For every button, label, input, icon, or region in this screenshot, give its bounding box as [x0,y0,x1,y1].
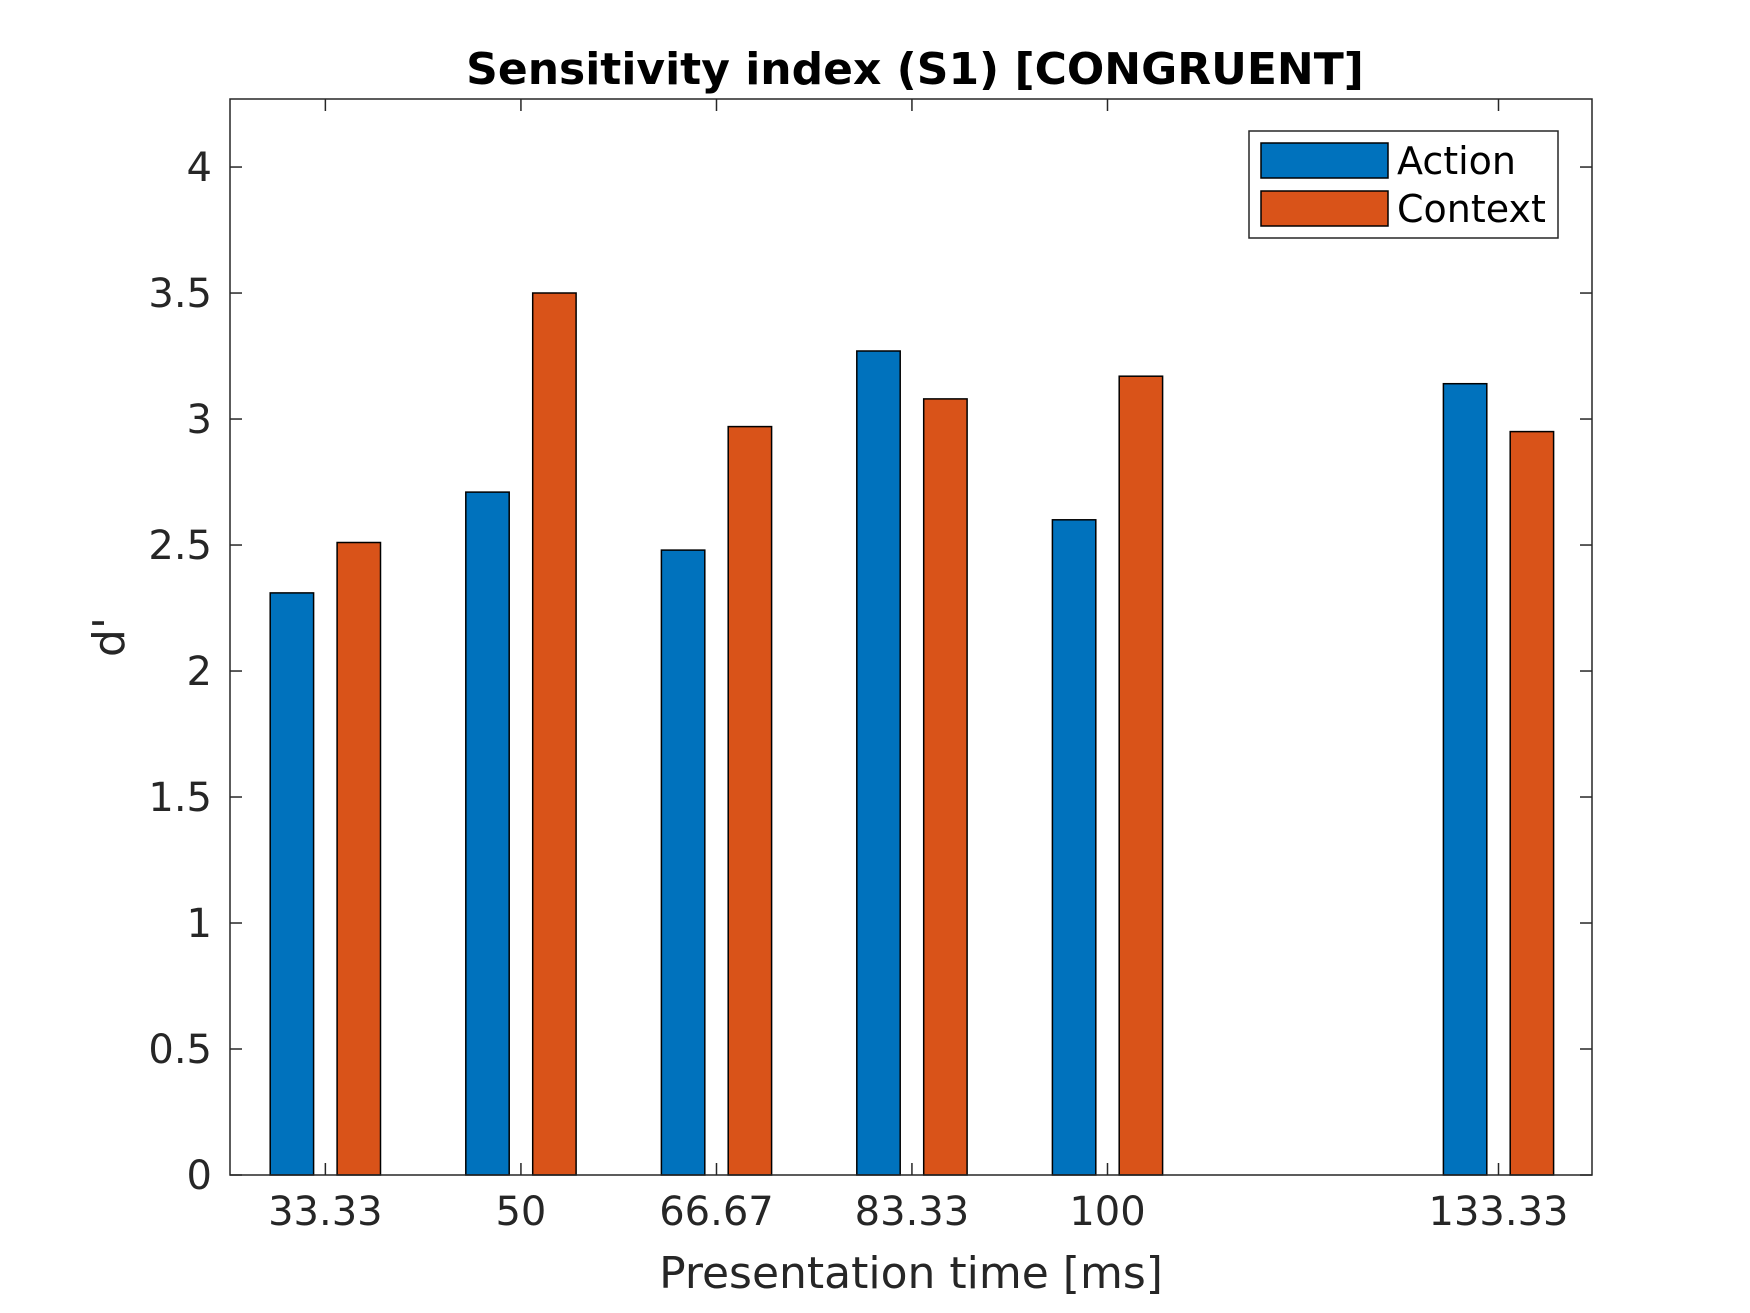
x-tick-label: 50 [495,1189,546,1235]
bar-action-133.33 [1442,382,1488,1176]
ticks-group: 33.33 50 66.67 83.33 100 133.33 0 0.5 1 1.5 2 2.5 3 3… [148,99,1592,1235]
y-tick-label: 4 [187,145,212,191]
bar-action-100 [1051,519,1097,1176]
bar-context-66.67 [727,425,773,1176]
axes-box [229,98,1593,1176]
bar-context-83.33 [922,398,968,1176]
x-tick-label: 66.67 [659,1189,774,1235]
plot-area [230,99,1592,1175]
bars-group [269,292,1555,1176]
y-tick-label: 1 [187,901,212,947]
x-axis-label: Presentation time [ms] [659,1248,1163,1299]
y-tick-label: 3 [187,397,212,443]
bar-action-50 [465,491,510,1176]
x-tick-label: 133.33 [1429,1189,1569,1235]
bar-context-50 [531,292,577,1176]
bar-context-33.33 [336,541,382,1176]
bar-action-33.33 [269,592,315,1176]
bar-context-100 [1118,375,1164,1176]
y-tick-label: 3.5 [148,271,212,317]
y-tick-label: 1.5 [148,775,212,821]
x-tick-label: 83.33 [855,1189,970,1235]
bar-action-83.33 [856,350,901,1176]
legend-swatch-action [1260,142,1389,179]
y-tick-label: 2.5 [148,523,212,569]
x-tick-label: 33.33 [268,1189,383,1235]
bar-action-66.67 [660,549,706,1176]
legend-swatch-context [1260,190,1389,227]
legend-label-action: Action [1397,139,1516,183]
bar-context-133.33 [1509,430,1555,1176]
legend: Action Context [1248,130,1559,239]
y-tick-label: 2 [187,649,212,695]
x-tick-label: 100 [1069,1189,1145,1235]
legend-label-context: Context [1397,187,1546,231]
y-tick-label: 0 [187,1153,212,1199]
y-axis-label: d' [84,617,135,657]
y-tick-label: 0.5 [148,1027,212,1073]
chart-title: Sensitivity index (S1) [CONGRUENT] [466,44,1364,95]
